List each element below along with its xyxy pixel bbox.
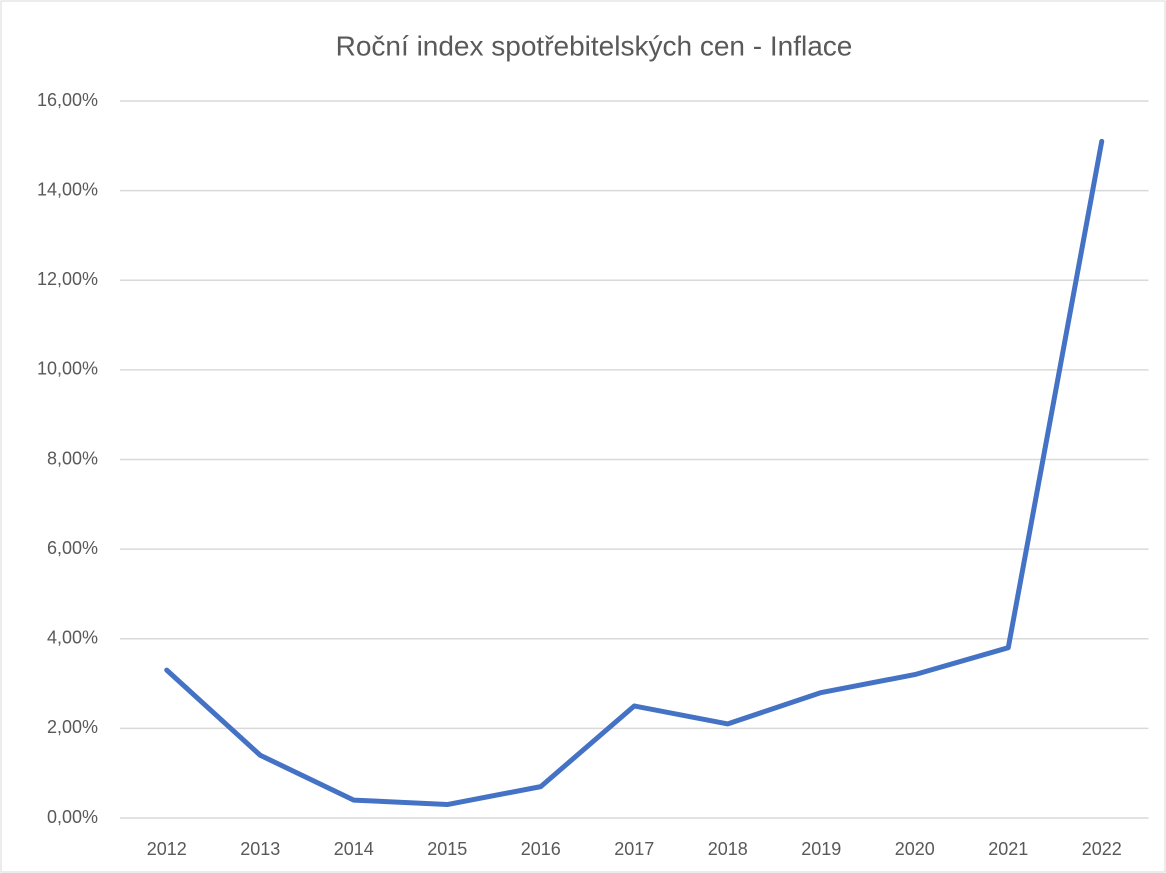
x-tick-label: 2013 <box>240 839 280 859</box>
x-tick-label: 2020 <box>895 839 935 859</box>
y-tick-label: 2,00% <box>47 717 98 737</box>
y-tick-label: 14,00% <box>37 179 98 199</box>
x-tick-label: 2012 <box>147 839 187 859</box>
x-tick-label: 2022 <box>1082 839 1122 859</box>
y-tick-label: 12,00% <box>37 269 98 289</box>
x-tick-label: 2016 <box>521 839 561 859</box>
x-tick-label: 2018 <box>708 839 748 859</box>
x-tick-label: 2021 <box>988 839 1028 859</box>
data-line <box>164 138 1105 808</box>
y-tick-label: 8,00% <box>47 448 98 468</box>
y-tick-label: 6,00% <box>47 538 98 558</box>
x-tick-label: 2015 <box>427 839 467 859</box>
y-tick-label: 0,00% <box>47 807 98 827</box>
chart-title: Roční index spotřebitelských cen - Infla… <box>336 30 853 61</box>
x-tick-label: 2019 <box>801 839 841 859</box>
x-tick-label: 2014 <box>334 839 374 859</box>
y-tick-label: 16,00% <box>37 90 98 110</box>
y-tick-label: 10,00% <box>37 359 98 379</box>
x-tick-label: 2017 <box>614 839 654 859</box>
y-tick-label: 4,00% <box>47 628 98 648</box>
